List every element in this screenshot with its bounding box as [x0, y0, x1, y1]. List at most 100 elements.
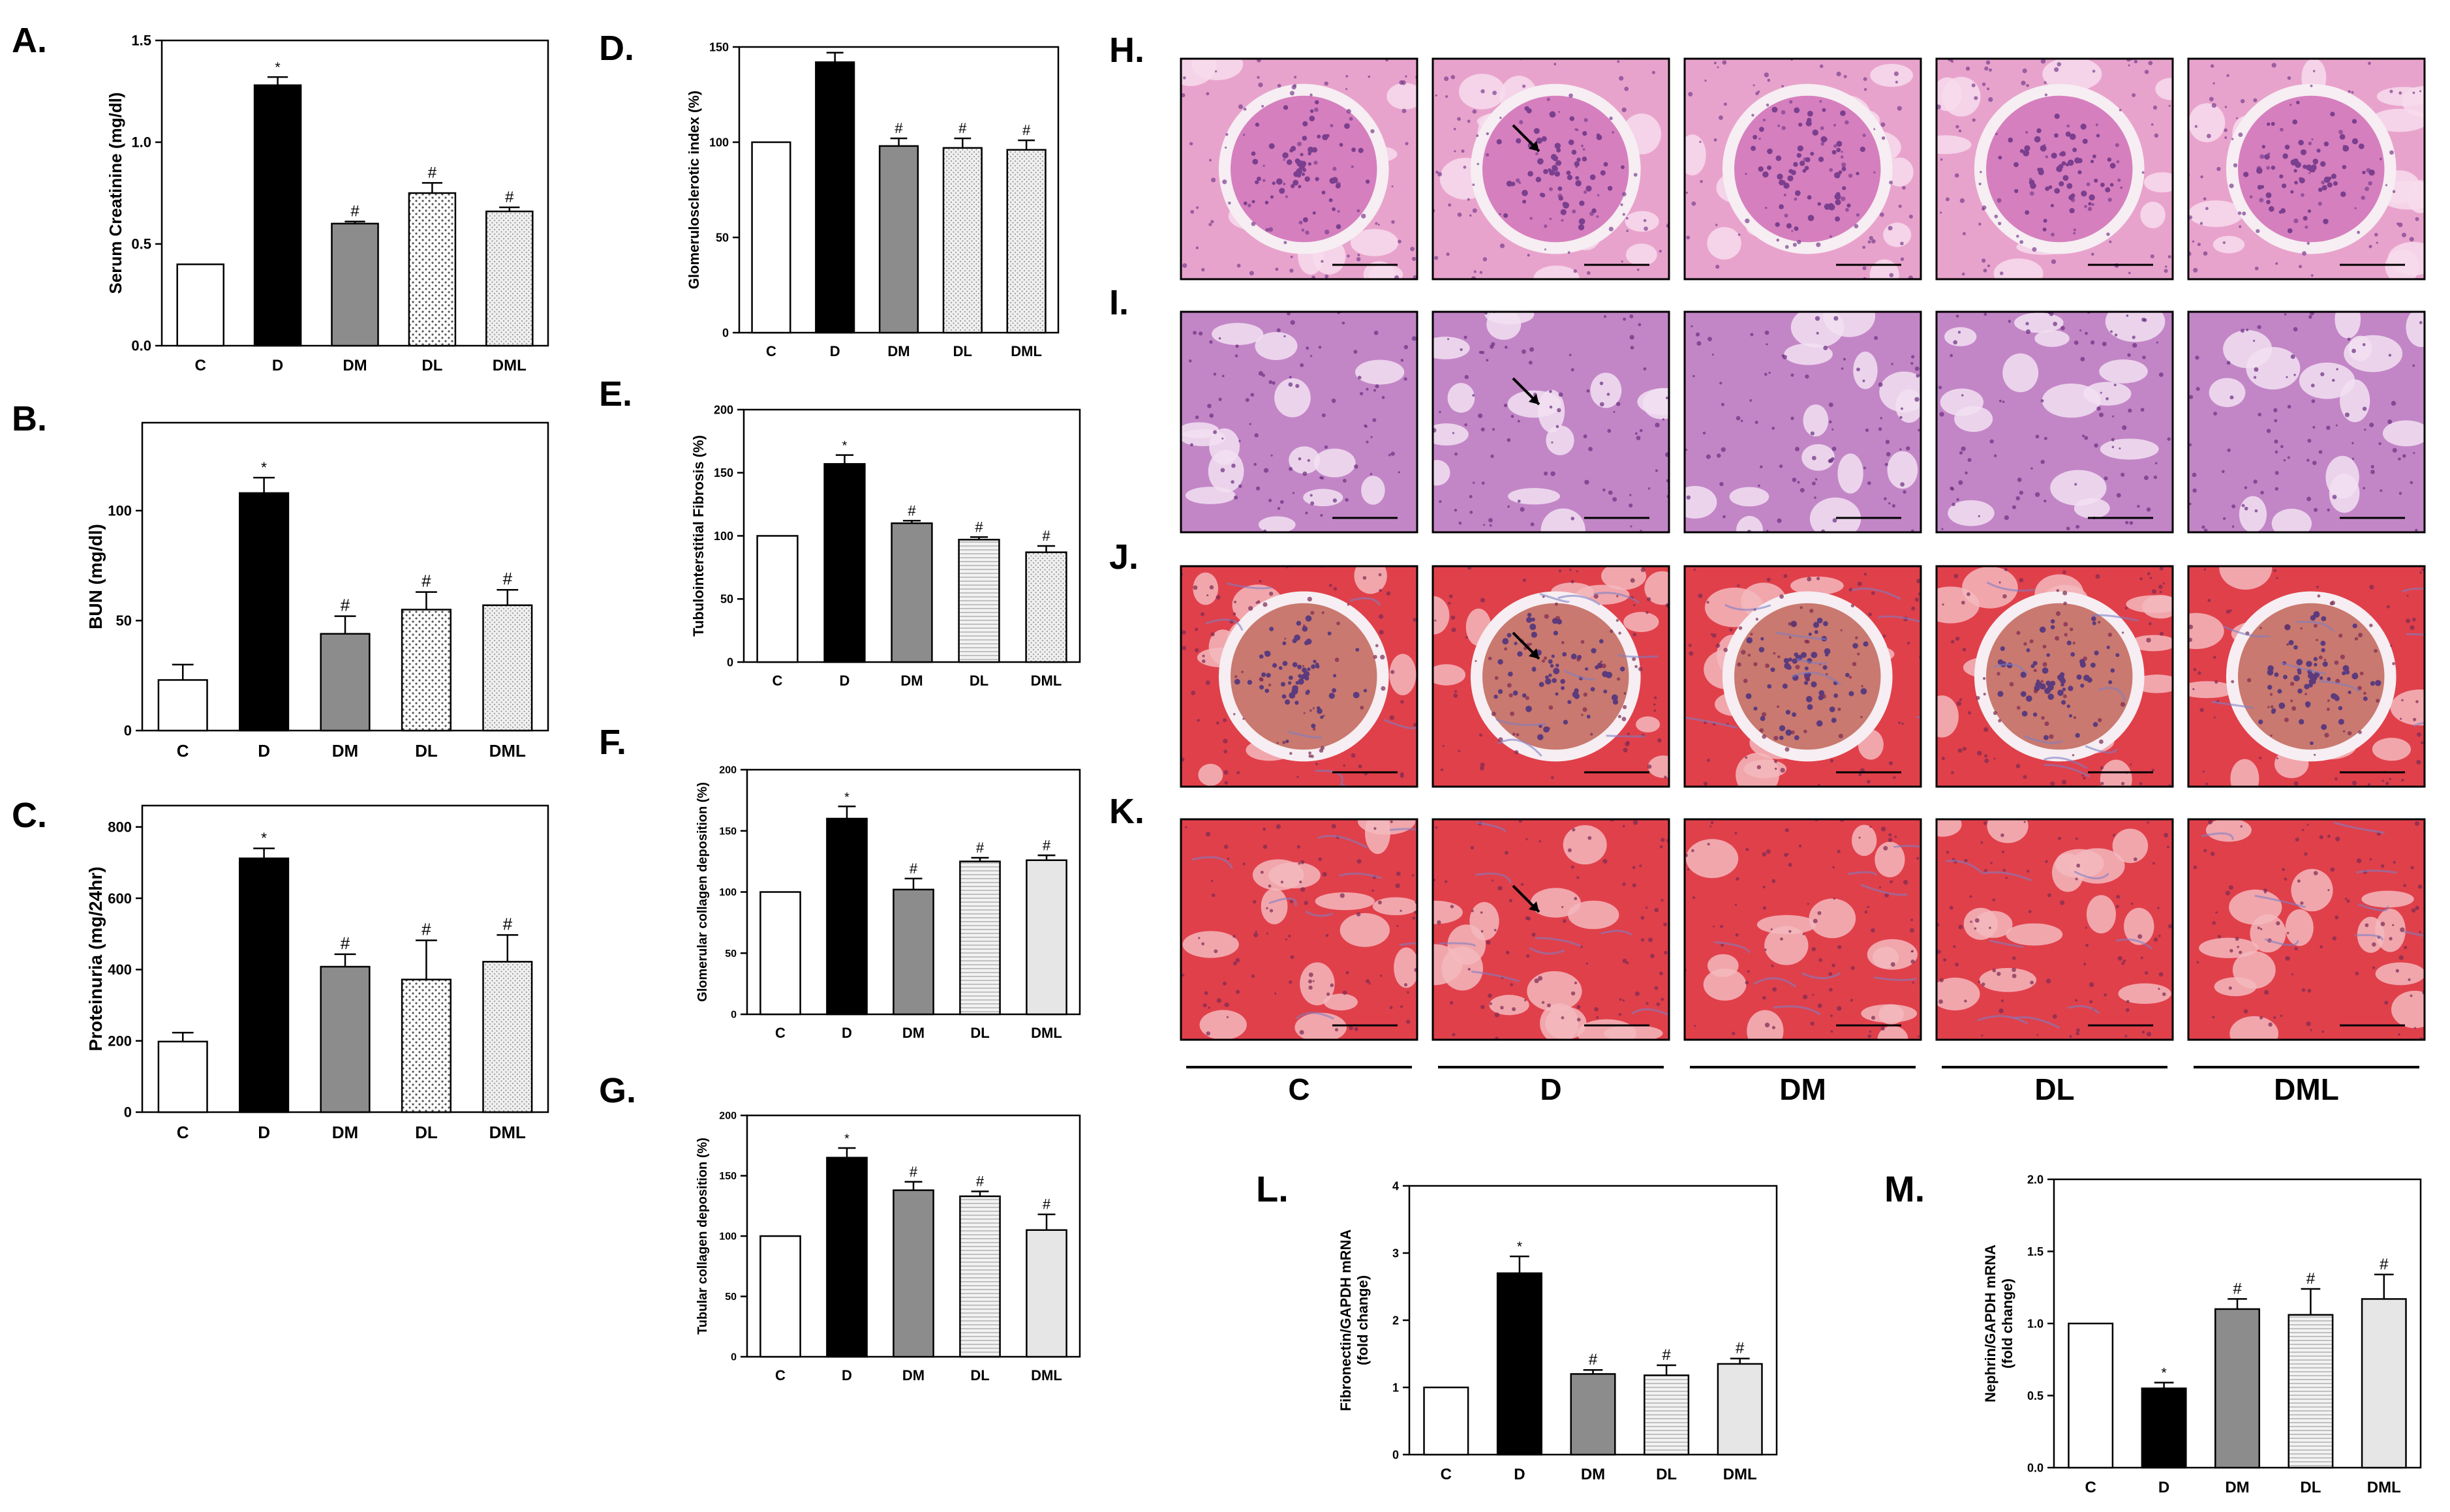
- x-tick-label-l: D: [1514, 1466, 1525, 1483]
- bar-e-dl: [958, 539, 1000, 663]
- bar-m-dml: [2361, 1298, 2407, 1469]
- panel-letter-i: I.: [1109, 283, 1129, 322]
- y-axis-label-d: Glomerulosclerotic index (%): [686, 91, 702, 289]
- y-tick-label-a: 0.0: [131, 338, 151, 354]
- chart-panel-c: C. 0 200 400 600 800 Proteinuria (mg/24hr) C * D #…: [12, 796, 549, 1142]
- y-tick-label-m: 0.0: [2027, 1461, 2044, 1474]
- bar-c-c: [157, 1040, 208, 1113]
- panel-letter-c: C.: [12, 796, 47, 835]
- micrograph-h-d: [1432, 57, 1670, 280]
- bar-b-dm: [320, 633, 371, 732]
- significance-mark-l: #: [1736, 1340, 1745, 1357]
- significance-mark-g: #: [910, 1164, 918, 1180]
- lesion-arrowhead: [1528, 393, 1539, 404]
- significance-mark-d: #: [895, 120, 903, 136]
- y-tick-label-l: 1: [1392, 1381, 1399, 1394]
- x-tick-label-b: DML: [489, 741, 526, 761]
- y-tick-label-d: 0: [722, 326, 729, 339]
- lesion-arrowhead: [1528, 901, 1539, 912]
- y-tick-label-d: 50: [716, 231, 729, 244]
- y-tick-label-l: 2: [1392, 1314, 1399, 1327]
- panel-letter-h: H.: [1109, 31, 1144, 70]
- panel-letter-l: L.: [1256, 1168, 1289, 1209]
- bar-f-dl: [959, 860, 1001, 1016]
- bar-d-dl: [942, 147, 983, 334]
- histology-grid: H. I. J. K. C D DM DL DML: [1109, 31, 2426, 1106]
- chart-panel-g: G. 0 50 100 150 200 Tubular collagen depositio…: [599, 1071, 1081, 1383]
- y-axis-label-l: Fibronectin/GAPDH mRNA: [1338, 1230, 1354, 1412]
- y-tick-label-a: 0.5: [131, 236, 151, 252]
- micrograph-k-dm: [1683, 818, 1922, 1041]
- y-tick-label-c: 200: [108, 1033, 132, 1049]
- x-tick-label-e: DL: [970, 673, 988, 689]
- bar-e-c: [756, 535, 799, 663]
- significance-mark-l: #: [1662, 1346, 1671, 1364]
- y-tick-label-e: 50: [720, 593, 733, 606]
- significance-mark-b: *: [261, 459, 267, 476]
- bar-f-d: [826, 817, 868, 1016]
- bar-l-dml: [1717, 1363, 1763, 1456]
- x-tick-label-d: DL: [953, 343, 972, 359]
- y-tick-label-c: 400: [108, 961, 132, 978]
- significance-mark-c: *: [261, 830, 267, 847]
- significance-mark-f: #: [1043, 837, 1051, 853]
- panel-letter-j: J.: [1109, 537, 1139, 577]
- y-tick-label-e: 200: [714, 403, 733, 416]
- bar-l-dl: [1644, 1374, 1690, 1456]
- x-tick-label-b: C: [177, 741, 189, 761]
- significance-mark-b: #: [421, 571, 431, 591]
- x-tick-label-m: DML: [2367, 1479, 2401, 1496]
- x-tick-label-g: DM: [902, 1367, 925, 1383]
- x-tick-label-d: D: [830, 343, 840, 359]
- y-tick-label-m: 1.5: [2027, 1245, 2044, 1258]
- bar-b-dml: [482, 604, 533, 732]
- micrograph-h-dl: [1935, 57, 2174, 280]
- bar-b-dl: [401, 609, 452, 732]
- significance-mark-e: #: [1042, 528, 1050, 544]
- micrograph-h-dml: [2187, 57, 2426, 280]
- micrograph-j-dm: [1683, 565, 1922, 788]
- bar-a-c: [176, 263, 224, 347]
- bar-g-d: [826, 1157, 868, 1358]
- x-tick-label-e: DML: [1031, 673, 1062, 689]
- y-tick-label-a: 1.0: [131, 134, 151, 151]
- y-tick-label-f: 150: [719, 826, 737, 837]
- significance-mark-c: #: [341, 933, 350, 953]
- bar-c-dl: [401, 978, 452, 1113]
- bar-c-dml: [482, 961, 533, 1113]
- y-tick-label-e: 0: [727, 656, 733, 669]
- column-label-dl: DL: [2034, 1072, 2074, 1106]
- micrograph-i-dml: [2187, 310, 2426, 534]
- y-tick-label-g: 200: [719, 1111, 737, 1122]
- panel-letter-k: K.: [1109, 792, 1144, 831]
- column-label-dm: DM: [1779, 1072, 1826, 1106]
- y-tick-label-c: 0: [124, 1104, 132, 1121]
- x-tick-label-d: C: [766, 343, 776, 359]
- x-tick-label-a: D: [272, 357, 283, 374]
- x-tick-label-f: C: [775, 1025, 786, 1041]
- y-tick-label-d: 150: [709, 40, 729, 53]
- x-tick-label-e: D: [840, 673, 850, 689]
- micrograph-k-c: [1180, 818, 1418, 1041]
- y-tick-label-m: 1.0: [2027, 1317, 2044, 1330]
- x-tick-label-c: DM: [332, 1123, 358, 1142]
- x-tick-label-l: DML: [1723, 1466, 1757, 1483]
- y-tick-label-f: 0: [731, 1010, 737, 1021]
- significance-mark-g: #: [976, 1173, 985, 1190]
- y-tick-label-g: 100: [719, 1232, 737, 1243]
- bar-c-dm: [320, 965, 371, 1113]
- chart-panel-m: M. 0.0 0.5 1.0 1.5 2.0 Nephrin/GAPDH mRNA (fold…: [1884, 1168, 2422, 1496]
- x-tick-label-f: DL: [970, 1025, 989, 1041]
- significance-mark-f: *: [844, 790, 850, 804]
- x-tick-label-b: DM: [332, 741, 358, 761]
- lesion-arrowhead: [1528, 648, 1539, 659]
- chart-panel-d: D. 0 50 100 150 Glomerulosclerotic index (%) C…: [599, 29, 1060, 359]
- bar-m-dl: [2288, 1314, 2334, 1469]
- micrograph-j-d: [1432, 565, 1670, 788]
- micrograph-i-dm: [1683, 310, 1922, 534]
- bar-e-dm: [891, 522, 933, 663]
- bar-f-dm: [893, 888, 934, 1016]
- column-label-d: D: [1540, 1072, 1561, 1106]
- significance-mark-m: #: [2233, 1280, 2242, 1297]
